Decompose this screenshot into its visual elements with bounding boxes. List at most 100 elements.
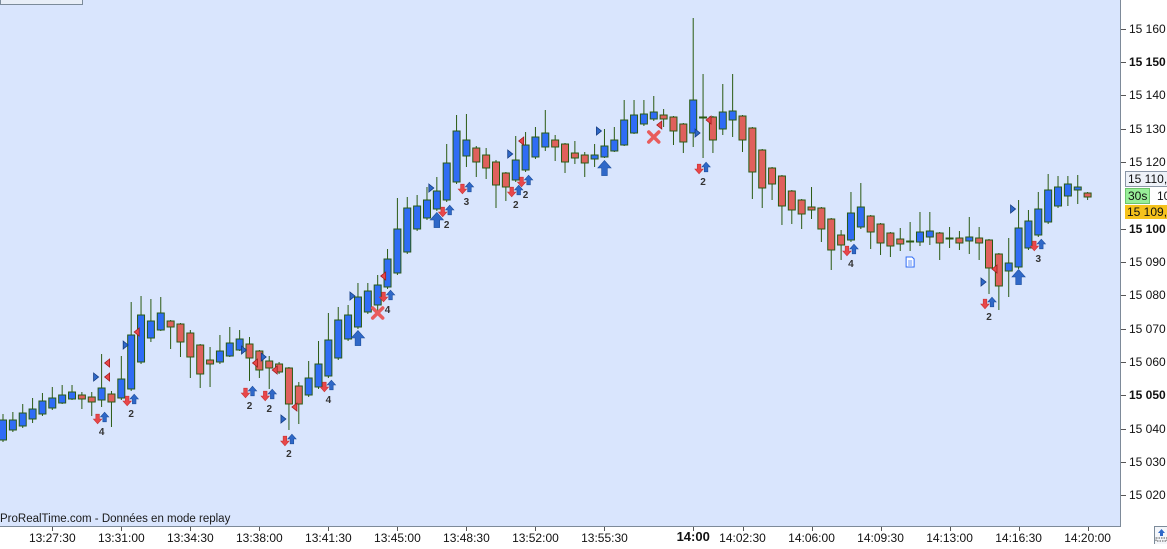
candle-body bbox=[97, 387, 106, 401]
sell-signal-arrow-icon bbox=[980, 298, 990, 310]
candle-body bbox=[620, 119, 629, 146]
candle-up bbox=[235, 330, 244, 351]
candle-body bbox=[511, 159, 520, 181]
signal-pair: 4 bbox=[319, 379, 337, 406]
candle-body bbox=[876, 223, 885, 244]
candle-body bbox=[580, 154, 589, 164]
candle-up bbox=[689, 18, 698, 147]
candle-body bbox=[886, 232, 895, 247]
candle-down bbox=[708, 116, 717, 153]
candle-body bbox=[906, 240, 915, 243]
x-tick bbox=[328, 527, 330, 531]
candle-down bbox=[166, 320, 175, 349]
candle-body bbox=[846, 212, 855, 241]
buy-signal-arrow-icon bbox=[267, 388, 278, 400]
candle-body bbox=[856, 206, 865, 228]
candle-up bbox=[68, 385, 77, 400]
candle-up bbox=[1063, 176, 1072, 206]
y-tick-label: 15 030 bbox=[1129, 455, 1166, 469]
candle-up bbox=[1004, 238, 1013, 297]
timeframe-badge[interactable]: 30s bbox=[1125, 188, 1151, 204]
signal-pair: 4 bbox=[842, 243, 859, 270]
buy-signal-arrow-icon bbox=[464, 181, 475, 193]
candle-up bbox=[413, 195, 422, 231]
x-tick-label: 14:20:00 bbox=[1064, 531, 1111, 545]
x-tick bbox=[604, 527, 606, 531]
timeframe-value: 10 bbox=[1157, 189, 1167, 203]
candle-body bbox=[1014, 227, 1023, 268]
candle-down bbox=[77, 392, 86, 409]
buy-signal-arrow-icon bbox=[1036, 238, 1047, 250]
candle-up bbox=[8, 412, 17, 432]
candle-body bbox=[521, 144, 530, 171]
candle-up bbox=[1054, 176, 1063, 208]
signal-pair: 2 bbox=[280, 433, 297, 460]
candle-body bbox=[728, 110, 737, 121]
candle-up bbox=[462, 114, 471, 167]
buy-signal-arrow-icon bbox=[247, 385, 258, 397]
candle-down bbox=[787, 190, 796, 224]
candle-body bbox=[196, 344, 205, 375]
candle-up bbox=[521, 132, 530, 172]
x-tick bbox=[693, 527, 695, 531]
candle-body bbox=[146, 320, 155, 339]
candle-down bbox=[176, 323, 185, 357]
buy-signal-arrow-icon bbox=[523, 174, 534, 186]
candle-down bbox=[935, 232, 944, 260]
candle-body bbox=[1054, 186, 1063, 207]
candle-down bbox=[896, 228, 905, 251]
candle-up bbox=[620, 100, 629, 146]
signal-count: 2 bbox=[128, 409, 134, 420]
candle-body bbox=[699, 116, 708, 119]
candle-body bbox=[541, 132, 550, 148]
sell-signal-arrow-icon bbox=[437, 206, 448, 218]
signal-pair: 2 bbox=[437, 204, 455, 231]
candle-up bbox=[945, 227, 954, 248]
x-tick-label: 13:38:00 bbox=[236, 531, 283, 545]
entry-triangle-icon bbox=[428, 183, 435, 193]
candle-body bbox=[334, 319, 343, 359]
indicator-panel-tab[interactable] bbox=[0, 0, 83, 5]
candle-body bbox=[787, 190, 796, 211]
signal-pair: 2 bbox=[240, 385, 258, 412]
candle-body bbox=[630, 114, 639, 134]
x-tick bbox=[949, 527, 951, 531]
entry-triangle-icon bbox=[93, 372, 100, 382]
candle-down bbox=[985, 239, 993, 294]
candle-down bbox=[492, 160, 500, 208]
candle-up bbox=[649, 96, 658, 121]
candle-up bbox=[48, 387, 57, 410]
signal-pair: 4 bbox=[378, 289, 396, 316]
exit-triangle-icon bbox=[271, 365, 278, 375]
candle-body bbox=[492, 161, 500, 186]
y-tick bbox=[1121, 295, 1126, 297]
candle-up bbox=[442, 144, 451, 202]
candle-up bbox=[1024, 210, 1033, 250]
candle-body bbox=[314, 363, 323, 388]
exit-triangle-icon bbox=[991, 264, 998, 274]
signal-count: 2 bbox=[266, 404, 272, 415]
candle-body bbox=[87, 396, 96, 403]
candle-up bbox=[965, 217, 974, 254]
candle-up bbox=[630, 100, 639, 134]
entry-triangle-icon bbox=[980, 277, 987, 287]
candle-down bbox=[837, 230, 846, 260]
buy-arrow-icon bbox=[429, 211, 445, 228]
candle-body bbox=[77, 394, 86, 400]
buy-signal-arrow-icon bbox=[326, 379, 337, 391]
y-tick-label: 15 070 bbox=[1129, 321, 1166, 336]
y-tick bbox=[1121, 395, 1126, 397]
candle-body bbox=[482, 154, 491, 169]
signal-count: 2 bbox=[444, 220, 450, 231]
x-tick-label: 14:02:30 bbox=[719, 531, 766, 545]
candle-down bbox=[797, 199, 806, 229]
x-tick bbox=[811, 527, 813, 531]
candle-up bbox=[718, 84, 727, 135]
candle-up bbox=[699, 74, 708, 158]
candle-body bbox=[807, 206, 816, 211]
candle-body bbox=[0, 419, 7, 441]
export-icon[interactable] bbox=[1154, 526, 1167, 544]
signal-pair: 2 bbox=[516, 174, 534, 201]
candle-up bbox=[432, 177, 441, 211]
